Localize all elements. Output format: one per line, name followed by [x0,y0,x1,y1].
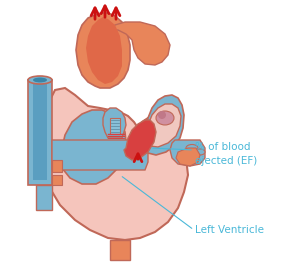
Text: % of blood
ejected (EF): % of blood ejected (EF) [195,142,257,166]
Polygon shape [36,185,52,210]
Polygon shape [52,140,148,170]
Polygon shape [58,110,126,184]
Ellipse shape [195,149,205,155]
Polygon shape [124,120,156,160]
Polygon shape [33,82,47,180]
Polygon shape [103,108,126,138]
Polygon shape [110,118,120,134]
Polygon shape [170,140,205,166]
Polygon shape [52,175,62,185]
Ellipse shape [186,144,198,152]
Polygon shape [38,88,188,240]
Polygon shape [52,160,62,172]
Text: Left Ventricle: Left Ventricle [195,225,264,235]
Polygon shape [86,17,122,84]
Polygon shape [142,95,184,155]
Polygon shape [28,80,52,185]
Ellipse shape [156,111,174,125]
Polygon shape [146,104,181,147]
Polygon shape [76,13,130,88]
Polygon shape [110,22,170,65]
Polygon shape [176,148,200,166]
Ellipse shape [28,76,52,84]
Ellipse shape [33,77,47,82]
Ellipse shape [158,111,166,119]
Polygon shape [110,240,130,260]
